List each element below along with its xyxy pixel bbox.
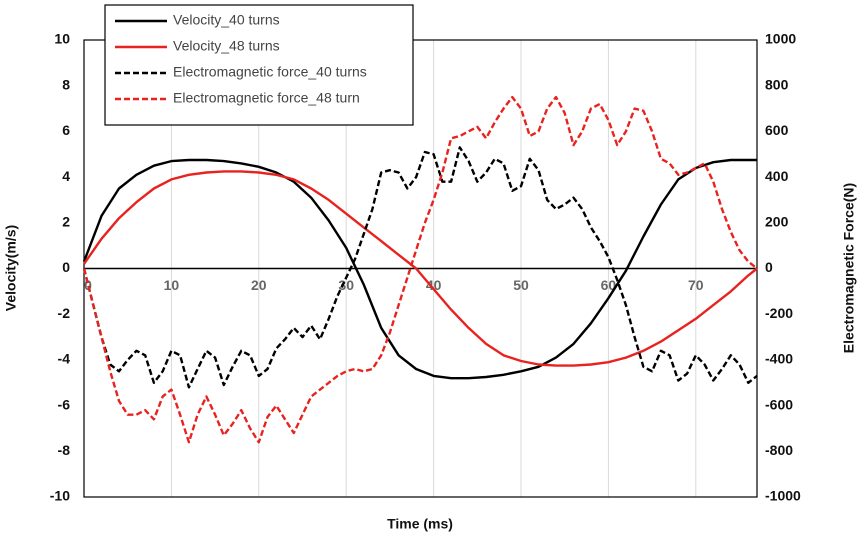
y-tick-label: 10 xyxy=(54,31,70,47)
y-tick-label: 0 xyxy=(62,259,70,275)
y2-tick-label: -600 xyxy=(765,396,793,412)
y-axis-title: Velocity(m/s) xyxy=(3,225,19,311)
y2-tick-label: -1000 xyxy=(765,488,801,504)
y-tick-label: 8 xyxy=(62,76,70,92)
y2-tick-label: 1000 xyxy=(765,31,796,47)
x-axis-title: Time (ms) xyxy=(387,516,453,532)
x-tick-label: 10 xyxy=(164,277,180,293)
x-tick-label: 40 xyxy=(426,277,442,293)
y-tick-label: 2 xyxy=(62,214,70,230)
y2-tick-label: 200 xyxy=(765,214,789,230)
y2-tick-label: -800 xyxy=(765,442,793,458)
legend-label: Velocity_48 turns xyxy=(173,38,280,54)
y2-tick-label: 800 xyxy=(765,76,789,92)
y-tick-label: -10 xyxy=(50,488,70,504)
x-tick-label: 50 xyxy=(513,277,529,293)
x-tick-label: 60 xyxy=(601,277,617,293)
y-tick-label: -8 xyxy=(58,442,71,458)
series-line xyxy=(82,146,758,389)
y2-tick-label: 600 xyxy=(765,122,789,138)
y-tick-label: -2 xyxy=(58,305,71,321)
x-tick-label: 30 xyxy=(338,277,354,293)
y-tick-label: -6 xyxy=(58,396,71,412)
y2-tick-label: -400 xyxy=(765,351,793,367)
legend-label: Electromagnetic force_48 turn xyxy=(173,90,360,106)
legend-label: Velocity_40 turns xyxy=(173,12,280,28)
y2-tick-label: 400 xyxy=(765,168,789,184)
legend-label: Electromagnetic force_40 turns xyxy=(173,64,367,80)
series-line xyxy=(82,158,757,380)
x-tick-label: 20 xyxy=(251,277,267,293)
y-tick-label: 4 xyxy=(62,168,70,184)
legend-box xyxy=(104,4,414,126)
x-tick-label: 70 xyxy=(688,277,704,293)
y2-axis-title: Electromagnetic Force(N) xyxy=(841,183,857,353)
y-tick-label: 6 xyxy=(62,122,70,138)
x-tick-label: 0 xyxy=(84,277,92,293)
series-line xyxy=(83,170,758,367)
series-line xyxy=(82,95,758,444)
y2-tick-label: -200 xyxy=(765,305,793,321)
y2-tick-label: 0 xyxy=(765,259,773,275)
y-tick-label: -4 xyxy=(58,351,71,367)
